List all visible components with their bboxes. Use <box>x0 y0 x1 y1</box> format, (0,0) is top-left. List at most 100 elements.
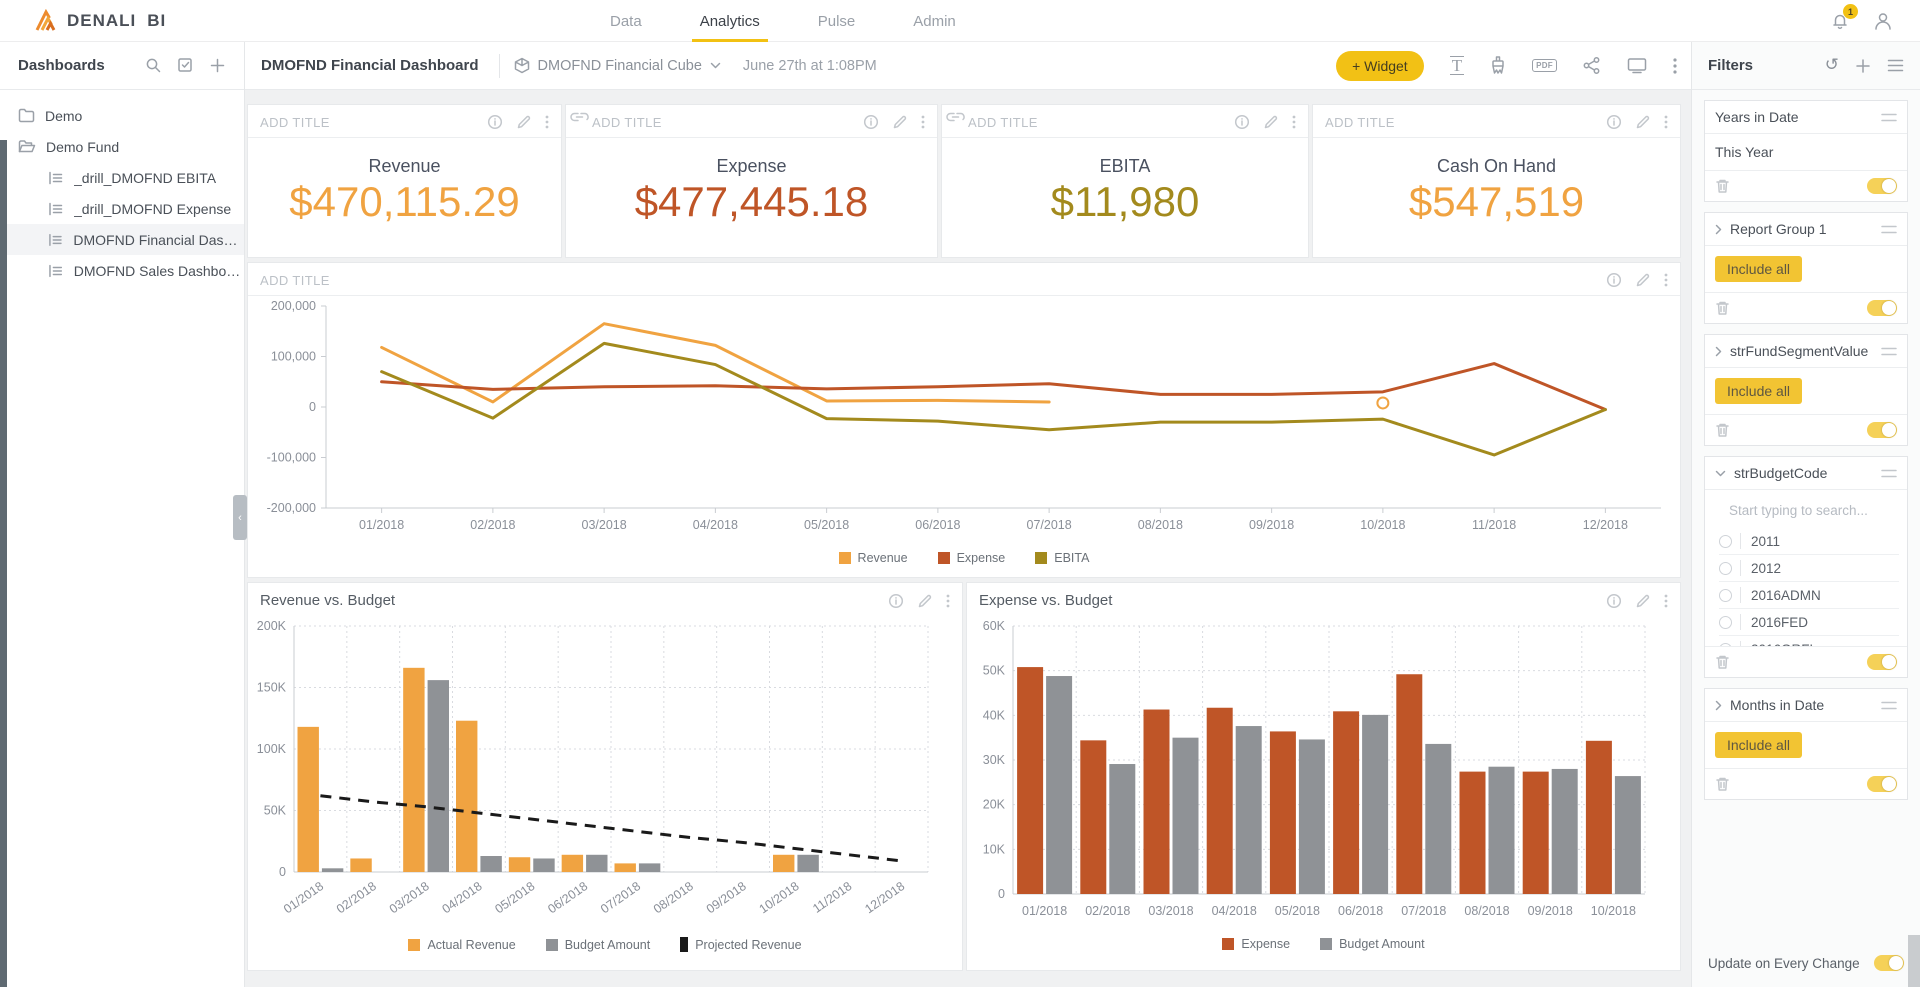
info-icon[interactable] <box>1606 272 1622 288</box>
radio-icon[interactable] <box>1719 642 1732 646</box>
add-filter-icon[interactable] <box>1855 58 1871 74</box>
tree-folder-demo-fund[interactable]: Demo Fund <box>0 131 244 162</box>
trash-icon[interactable] <box>1715 776 1730 792</box>
info-icon[interactable] <box>863 114 879 130</box>
info-icon[interactable] <box>888 593 904 609</box>
user-avatar-icon[interactable] <box>1872 10 1894 32</box>
dashboard-title: DMOFND Financial Dashboard <box>261 57 479 74</box>
revenue-vs-budget-chart[interactable]: 0 50K 100K 150K 200K 01/2018 02/2018 03/2018 04/… <box>248 616 940 928</box>
multi-select-icon[interactable] <box>177 57 194 74</box>
edit-pencil-icon[interactable] <box>516 114 532 130</box>
filters-menu-icon[interactable] <box>1887 59 1904 72</box>
edit-pencil-icon[interactable] <box>1635 272 1651 288</box>
drag-handle-icon[interactable] <box>1881 113 1897 122</box>
radio-icon[interactable] <box>1719 615 1732 629</box>
edit-pencil-icon[interactable] <box>917 593 933 609</box>
filter-toggle[interactable] <box>1867 422 1897 438</box>
edit-pencil-icon[interactable] <box>1635 114 1651 130</box>
trash-icon[interactable] <box>1715 422 1730 438</box>
expense-vs-budget-chart[interactable]: 0 10K 20K 30K 40K 50K 60K 01/2018 02/2018 03/2018… <box>967 616 1657 928</box>
tab-data[interactable]: Data <box>610 12 642 30</box>
kebab-menu-icon[interactable] <box>545 115 549 129</box>
option-row[interactable]: 2011 <box>1719 528 1899 555</box>
option-row[interactable]: 2016GRFL <box>1719 636 1899 646</box>
add-widget-button[interactable]: + Widget <box>1336 50 1424 81</box>
kebab-menu-icon[interactable] <box>1664 594 1668 608</box>
include-all-chip[interactable]: Include all <box>1715 732 1803 758</box>
info-icon[interactable] <box>1606 593 1622 609</box>
filter-toggle[interactable] <box>1867 776 1897 792</box>
trash-icon[interactable] <box>1715 178 1730 194</box>
share-icon[interactable] <box>1583 57 1601 74</box>
drag-handle-icon[interactable] <box>1881 225 1897 234</box>
widget-title-placeholder[interactable]: ADD TITLE <box>1325 114 1395 130</box>
radio-icon[interactable] <box>1719 561 1732 575</box>
drag-handle-icon[interactable] <box>1881 701 1897 710</box>
tree-label: _drill_DMOFND Expense <box>74 200 232 217</box>
info-icon[interactable] <box>1234 114 1250 130</box>
chevron-right-icon[interactable] <box>1715 346 1722 357</box>
include-all-chip[interactable]: Include all <box>1715 378 1803 404</box>
search-icon[interactable] <box>145 57 162 74</box>
tree-item-financial-dashboard[interactable]: DMOFND Financial Dashb... <box>0 224 244 255</box>
widget-title-placeholder[interactable]: ADD TITLE <box>968 114 1038 130</box>
budget-code-search-input[interactable] <box>1729 503 1889 518</box>
brand-logo[interactable]: DENALI BI <box>0 8 300 33</box>
include-all-chip[interactable]: Include all <box>1715 256 1803 282</box>
brush-icon[interactable] <box>1490 56 1506 75</box>
option-row[interactable]: 2012 <box>1719 555 1899 582</box>
refresh-filters-icon[interactable]: ↺ <box>1824 55 1839 75</box>
kebab-menu-icon[interactable] <box>921 115 925 129</box>
tab-pulse[interactable]: Pulse <box>817 12 856 30</box>
trend-line-chart[interactable]: 200,000 100,000 0 -100,000 -200,000 01/2018 02… <box>248 296 1671 542</box>
filter-toggle[interactable] <box>1867 300 1897 316</box>
kebab-menu-icon[interactable] <box>946 594 950 608</box>
tree-item-sales-dashboard[interactable]: DMOFND Sales Dashboard <box>0 255 244 286</box>
add-dashboard-icon[interactable] <box>209 57 226 74</box>
edit-pencil-icon[interactable] <box>1263 114 1279 130</box>
tab-admin[interactable]: Admin <box>913 12 956 30</box>
radio-icon[interactable] <box>1719 534 1732 548</box>
svg-text:02/2018: 02/2018 <box>334 879 379 916</box>
info-icon[interactable] <box>1606 114 1622 130</box>
update-on-change-toggle[interactable] <box>1874 955 1904 971</box>
svg-text:40K: 40K <box>983 708 1006 722</box>
radio-icon[interactable] <box>1719 588 1732 602</box>
page-scrollbar-thumb[interactable] <box>1908 935 1920 987</box>
kebab-menu-icon[interactable] <box>1664 115 1668 129</box>
sidebar-scrollbar[interactable] <box>0 140 7 987</box>
text-widget-icon[interactable]: T <box>1449 56 1465 75</box>
chevron-right-icon[interactable] <box>1715 224 1722 235</box>
chevron-down-icon[interactable] <box>1715 470 1726 477</box>
filter-value[interactable]: This Year <box>1715 144 1774 160</box>
tree-item-drill-ebita[interactable]: _drill_DMOFND EBITA <box>0 162 244 193</box>
filter-toggle[interactable] <box>1867 178 1897 194</box>
option-row[interactable]: 2016ADMN <box>1719 582 1899 609</box>
trash-icon[interactable] <box>1715 300 1730 316</box>
kebab-menu-icon[interactable] <box>1673 57 1677 74</box>
svg-text:03/2018: 03/2018 <box>582 518 627 532</box>
present-monitor-icon[interactable] <box>1627 57 1647 74</box>
trash-icon[interactable] <box>1715 654 1730 670</box>
info-icon[interactable] <box>487 114 503 130</box>
notifications-button[interactable]: 1 <box>1830 4 1858 31</box>
chevron-right-icon[interactable] <box>1715 700 1722 711</box>
pdf-export-icon[interactable]: PDF <box>1532 59 1557 72</box>
widget-title-placeholder[interactable]: ADD TITLE <box>260 272 330 288</box>
tree-item-drill-expense[interactable]: _drill_DMOFND Expense <box>0 193 244 224</box>
cube-selector[interactable]: DMOFND Financial Cube <box>514 57 721 74</box>
widget-title-placeholder[interactable]: ADD TITLE <box>592 114 662 130</box>
tab-analytics[interactable]: Analytics <box>691 0 768 42</box>
kpi-label: Expense <box>716 156 787 177</box>
tree-folder-demo[interactable]: Demo <box>0 100 244 131</box>
kebab-menu-icon[interactable] <box>1664 273 1668 287</box>
kebab-menu-icon[interactable] <box>1292 115 1296 129</box>
edit-pencil-icon[interactable] <box>892 114 908 130</box>
drag-handle-icon[interactable] <box>1881 347 1897 356</box>
filter-toggle[interactable] <box>1867 654 1897 670</box>
option-row[interactable]: 2016FED <box>1719 609 1899 636</box>
edit-pencil-icon[interactable] <box>1635 593 1651 609</box>
widget-title-placeholder[interactable]: ADD TITLE <box>260 114 330 130</box>
drag-handle-icon[interactable] <box>1881 469 1897 478</box>
sidebar-collapse-handle[interactable]: ‹ <box>233 495 247 540</box>
